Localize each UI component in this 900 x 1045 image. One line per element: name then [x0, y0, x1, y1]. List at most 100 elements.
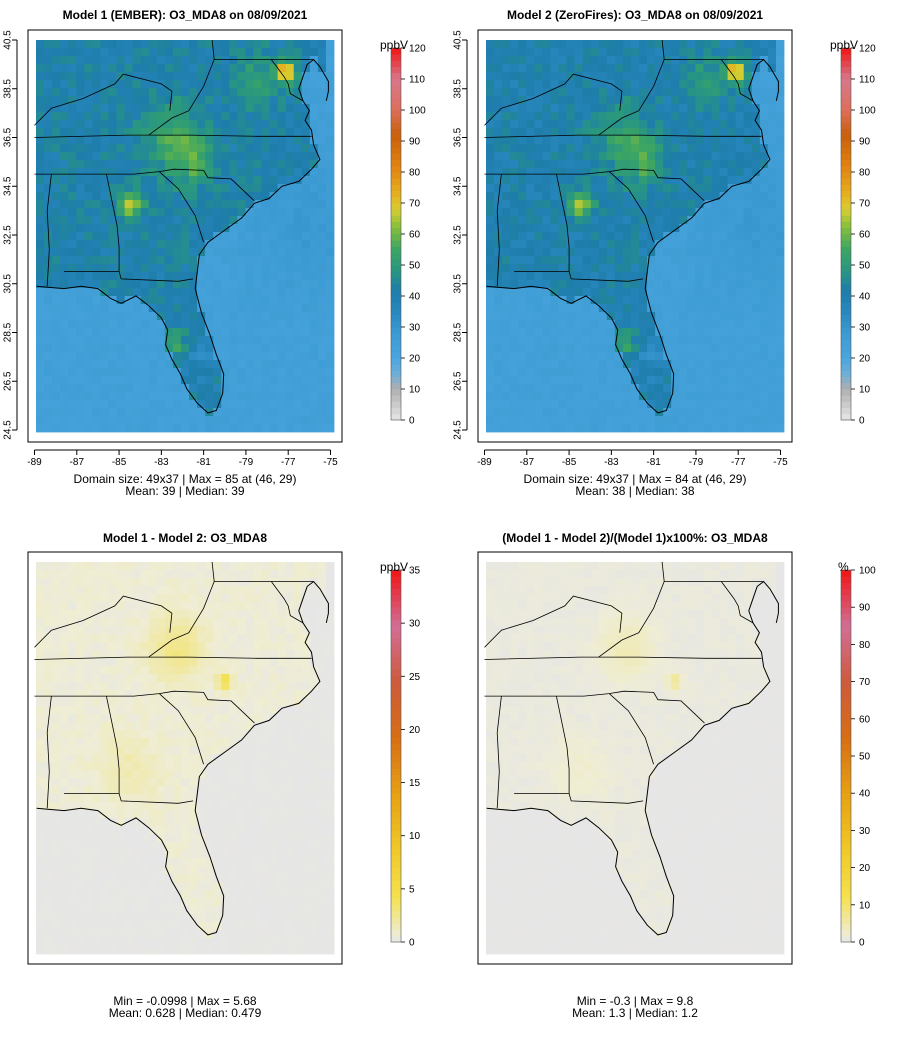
grid-cell — [735, 184, 745, 193]
grid-cell — [317, 112, 327, 121]
grid-cell — [510, 208, 519, 217]
grid-cell — [317, 248, 327, 257]
colorbar-segment — [841, 72, 851, 80]
grid-cell — [317, 40, 327, 49]
grid-cell — [52, 786, 61, 795]
grid-cell — [293, 280, 303, 289]
state-border — [661, 39, 665, 60]
grid-cell — [647, 224, 656, 233]
grid-cell — [76, 738, 85, 747]
grid-cell — [751, 152, 761, 161]
grid-cell — [309, 722, 319, 731]
grid-cell — [743, 88, 753, 97]
grid-cell — [164, 88, 174, 97]
grid-cell — [253, 706, 262, 715]
grid-cell — [325, 184, 335, 193]
grid-cell — [301, 650, 311, 659]
grid-cell — [309, 682, 319, 691]
grid-cell — [237, 232, 246, 241]
grid-cell — [510, 336, 519, 345]
grid-cell — [52, 240, 61, 249]
grid-cell — [68, 208, 77, 217]
grid-cell — [775, 48, 785, 57]
grid-cell — [148, 304, 158, 313]
grid-cell — [213, 602, 222, 611]
grid-cell — [269, 328, 279, 337]
grid-cell — [229, 610, 238, 619]
grid-cell — [293, 682, 303, 691]
grid-cell — [614, 424, 624, 433]
grid-cell — [52, 578, 61, 587]
grid-cell — [108, 280, 117, 289]
grid-cell — [735, 320, 745, 329]
grid-cell — [261, 626, 270, 635]
grid-cell — [60, 88, 69, 97]
grid-cell — [574, 96, 584, 105]
grid-cell — [60, 240, 69, 249]
grid-cell — [719, 200, 729, 209]
x-tick-label: -79 — [239, 457, 254, 468]
grid-cell — [164, 682, 174, 691]
grid-cell — [751, 408, 761, 417]
grid-cell — [205, 296, 214, 305]
grid-cell — [44, 120, 53, 129]
grid-cell — [124, 762, 134, 771]
grid-cell — [197, 408, 206, 417]
grid-cell — [229, 184, 238, 193]
grid-cell — [221, 762, 230, 771]
grid-cell — [124, 232, 134, 241]
grid-cell — [325, 160, 335, 169]
grid-cell — [317, 762, 327, 771]
grid-cell — [245, 232, 254, 241]
grid-cell — [325, 136, 335, 145]
grid-cell — [269, 248, 279, 257]
grid-cell — [108, 248, 117, 257]
grid-cell — [663, 144, 672, 153]
grid-cell — [68, 200, 77, 209]
grid-cell — [759, 248, 769, 257]
grid-cell — [622, 136, 632, 145]
grid-cell — [309, 184, 319, 193]
grid-cell — [486, 224, 495, 233]
grid-cell — [148, 682, 158, 691]
grid-cell — [213, 144, 222, 153]
grid-cell — [132, 666, 142, 675]
grid-cell — [502, 152, 511, 161]
grid-cell — [711, 368, 720, 377]
grid-cell — [108, 136, 117, 145]
grid-cell — [743, 104, 753, 113]
grid-cell — [180, 424, 190, 433]
grid-cell — [711, 232, 720, 241]
grid-cell — [44, 738, 53, 747]
grid-cell — [269, 698, 279, 707]
grid-cell — [52, 626, 61, 635]
grid-cell — [124, 240, 134, 249]
grid-cell — [164, 208, 174, 217]
grid-cell — [269, 786, 279, 795]
grid-cell — [277, 72, 287, 81]
grid-cell — [197, 642, 206, 651]
grid-cell — [213, 674, 222, 683]
grid-cell — [148, 296, 158, 305]
grid-cell — [164, 594, 174, 603]
grid-cell — [92, 368, 101, 377]
grid-cell — [229, 674, 238, 683]
grid-cell — [237, 144, 246, 153]
grid-cell — [317, 264, 327, 273]
grid-cell — [36, 416, 45, 425]
grid-cell — [261, 224, 270, 233]
grid-cell — [293, 160, 303, 169]
grid-cell — [767, 264, 777, 273]
grid-cell — [502, 200, 511, 209]
grid-cell — [719, 320, 729, 329]
grid-cell — [180, 144, 190, 153]
grid-cell — [687, 384, 696, 393]
grid-cell — [52, 72, 61, 81]
grid-cell — [767, 128, 777, 137]
grid-cell — [647, 112, 656, 121]
colorbar-segment — [391, 376, 401, 384]
grid-cell — [285, 48, 295, 57]
grid-cell — [76, 674, 85, 683]
grid-cell — [558, 296, 567, 305]
grid-cell — [124, 738, 134, 747]
